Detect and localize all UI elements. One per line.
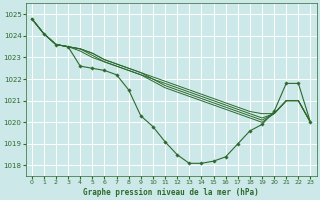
X-axis label: Graphe pression niveau de la mer (hPa): Graphe pression niveau de la mer (hPa) bbox=[83, 188, 259, 197]
